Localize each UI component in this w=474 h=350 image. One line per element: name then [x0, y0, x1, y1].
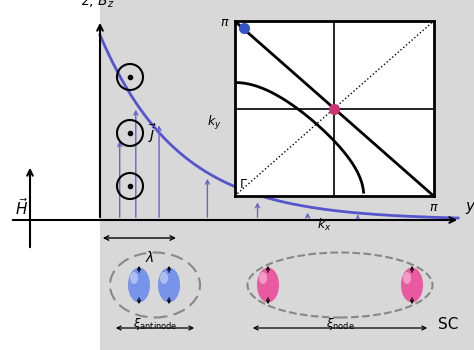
Text: $\xi_{\rm node}$: $\xi_{\rm node}$	[326, 316, 355, 332]
Ellipse shape	[403, 272, 411, 284]
Text: $y$: $y$	[465, 200, 474, 216]
Text: $\vec{j}$: $\vec{j}$	[148, 121, 157, 145]
Text: $\lambda$: $\lambda$	[145, 250, 154, 265]
Bar	[100, 0, 474, 350]
Y-axis label: $k_y$: $k_y$	[208, 113, 222, 132]
Ellipse shape	[401, 267, 423, 302]
Text: $\xi_{\rm antinode}$: $\xi_{\rm antinode}$	[133, 316, 177, 332]
Bar	[0, 0, 100, 350]
Ellipse shape	[257, 267, 279, 302]
Text: $\Gamma$: $\Gamma$	[238, 178, 247, 191]
Text: $z,\,B_z$: $z,\,B_z$	[81, 0, 115, 10]
Ellipse shape	[128, 267, 150, 302]
Ellipse shape	[130, 272, 138, 284]
Text: $k_x$: $k_x$	[317, 217, 331, 233]
Text: SC: SC	[438, 317, 458, 332]
Ellipse shape	[160, 272, 168, 284]
Ellipse shape	[259, 272, 267, 284]
Text: $\vec{H}$: $\vec{H}$	[16, 197, 28, 218]
Ellipse shape	[158, 267, 180, 302]
